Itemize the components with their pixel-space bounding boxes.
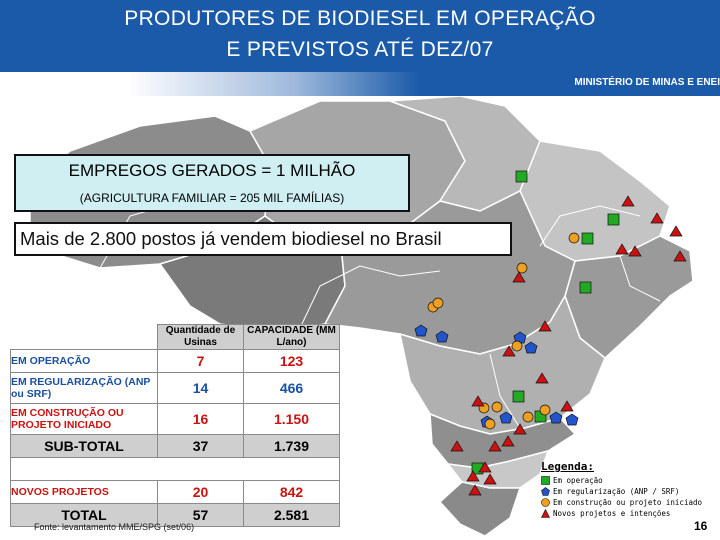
marker-novo [621, 195, 635, 207]
marker-construcao [484, 418, 496, 430]
marker-novo [669, 225, 683, 237]
marker-construcao [568, 232, 580, 244]
row-label: EM OPERAÇÃO [10, 349, 158, 373]
total-cap: 2.581 [243, 503, 340, 527]
marker-novo [535, 372, 549, 384]
marker-novo [450, 440, 464, 452]
page-number: 16 [694, 519, 708, 533]
marker-operacao [512, 390, 525, 403]
empregos-text: EMPREGOS GERADOS = 1 MILHÃO [68, 161, 356, 180]
marker-novo [471, 395, 485, 407]
marker-novo [512, 271, 526, 283]
marker-novo [513, 423, 527, 435]
brazil-map [29, 96, 694, 537]
marker-novo [615, 243, 629, 255]
marker-novo [468, 484, 482, 496]
red-triangle-icon [541, 509, 550, 518]
total-label: TOTAL [10, 503, 158, 527]
marker-construcao [432, 297, 444, 309]
legend-label: Novos projetos e intenções [553, 509, 671, 518]
subtotal-cap: 1.739 [243, 434, 340, 458]
orange-circle-icon [541, 498, 550, 507]
map-region-south-b [438, 481, 522, 537]
marker-novo [673, 250, 687, 262]
table-row: EM REGULARIZAÇÃO (ANP ou SRF) 14 466 [10, 372, 340, 404]
row-cap: 1.150 [243, 403, 340, 435]
marker-operacao [579, 281, 592, 294]
total-row: TOTAL 57 2.581 [10, 503, 340, 527]
marker-novo [478, 461, 492, 473]
subtotal-qty: 37 [157, 434, 244, 458]
postos-text: Mais de 2.800 postos já vendem biodiesel… [20, 228, 442, 249]
marker-regularizacao [565, 413, 579, 426]
marker-regularizacao [435, 330, 449, 343]
marker-novo [560, 400, 574, 412]
novos-cap: 842 [243, 480, 340, 504]
marker-regularizacao [524, 341, 538, 354]
legend-title: Legenda: [541, 460, 594, 473]
slide-header: PRODUTORES DE BIODIESEL EM OPERAÇÃO E PR… [0, 0, 720, 72]
legend-label: Em regularização (ANP / SRF) [553, 487, 680, 496]
blue-pentagon-icon [541, 487, 550, 496]
table-row: EM OPERAÇÃO 7 123 [10, 349, 340, 373]
legend-item: Em regularização (ANP / SRF) [541, 486, 711, 497]
legend-label: Em construção ou projeto iniciado [553, 498, 703, 507]
table-row: EM CONSTRUÇÃO OU PROJETO INICIADO 16 1.1… [10, 403, 340, 435]
row-cap: 466 [243, 372, 340, 404]
marker-operacao [581, 232, 594, 245]
legend-item: Em operação [541, 475, 711, 486]
row-label: EM CONSTRUÇÃO OU PROJETO INICIADO [10, 403, 158, 435]
novos-qty: 20 [157, 480, 244, 504]
source-note: Fonte: levantamento MME/SPG (set/06) [34, 522, 195, 532]
marker-novo [502, 345, 516, 357]
marker-regularizacao [549, 411, 563, 424]
header-capacidade: CAPACIDADE (MM L/ano) [243, 324, 340, 350]
novos-row: NOVOS PROJETOS 20 842 [10, 480, 340, 504]
marker-operacao [515, 170, 528, 183]
marker-novo [483, 473, 497, 485]
slide-title-line1: PRODUTORES DE BIODIESEL EM OPERAÇÃO [124, 7, 596, 30]
row-cap: 123 [243, 349, 340, 373]
markers-em-operacao [471, 170, 620, 475]
marker-novo [501, 435, 515, 447]
marker-operacao [607, 213, 620, 226]
marker-novo [538, 320, 552, 332]
row-qty: 7 [157, 349, 244, 373]
header-quantidade: Quantidade de Usinas [157, 324, 244, 350]
map-legend: Legenda: Em operação Em regularização (A… [541, 460, 711, 519]
subtotal-label: SUB-TOTAL [10, 434, 158, 458]
ministry-label: MINISTÉRIO DE MINAS E ENEI [574, 77, 720, 88]
legend-item: Em construção ou projeto iniciado [541, 497, 711, 508]
marker-novo [488, 440, 502, 452]
markers-novos-projetos [450, 195, 687, 496]
table-header-row: Quantidade de Usinas CAPACIDADE (MM L/an… [11, 324, 340, 350]
header-strip [0, 72, 720, 96]
marker-construcao [516, 262, 528, 274]
usinas-table: Quantidade de Usinas CAPACIDADE (MM L/an… [10, 324, 340, 527]
marker-regularizacao [414, 324, 428, 337]
marker-construcao [539, 404, 551, 416]
marker-construcao [491, 401, 503, 413]
postos-box [14, 222, 512, 256]
subtotal-row: SUB-TOTAL 37 1.739 [10, 434, 340, 458]
slide-title-line2: E PREVISTOS ATÉ DEZ/07 [226, 38, 494, 61]
marker-regularizacao [499, 411, 513, 424]
legend-item: Novos projetos e intenções [541, 508, 711, 519]
green-square-icon [541, 476, 550, 485]
total-qty: 57 [157, 503, 244, 527]
marker-novo [650, 212, 664, 224]
marker-construcao [511, 340, 523, 352]
marker-novo [628, 245, 642, 257]
marker-construcao [522, 411, 534, 423]
map-region-southeast-b [429, 412, 577, 469]
agricultura-text: (AGRICULTURA FAMILIAR = 205 MIL FAMÍLIAS… [79, 191, 345, 205]
row-qty: 14 [157, 372, 244, 404]
row-label: EM REGULARIZAÇÃO (ANP ou SRF) [10, 372, 158, 404]
novos-label: NOVOS PROJETOS [10, 480, 158, 504]
marker-novo [466, 470, 480, 482]
empregos-box: EMPREGOS GERADOS = 1 MILHÃO (AGRICULTURA… [14, 154, 410, 212]
markers-em-construcao [427, 232, 580, 430]
legend-label: Em operação [553, 476, 603, 485]
row-qty: 16 [157, 403, 244, 435]
